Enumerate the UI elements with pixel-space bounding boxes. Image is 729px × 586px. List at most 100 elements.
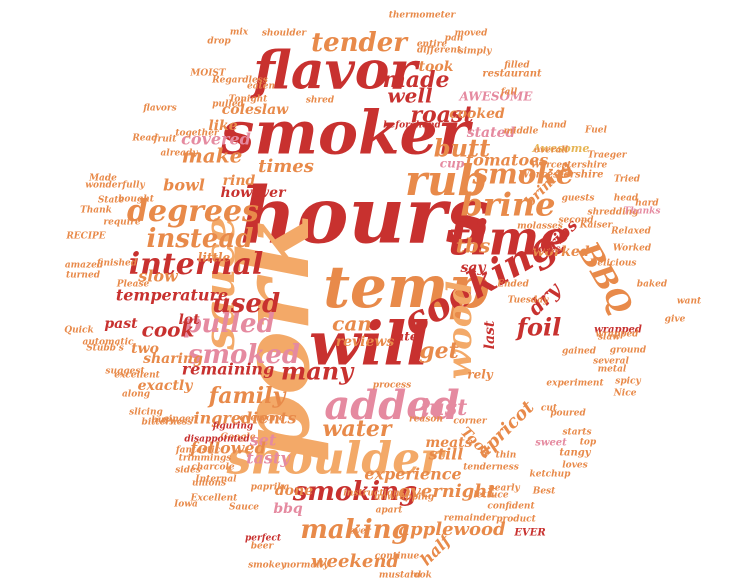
cloud-word: smoke [471, 158, 573, 191]
cloud-word: experiment [546, 379, 604, 389]
cloud-word: made [383, 67, 450, 93]
cloud-word: normally [284, 561, 329, 571]
cloud-word: well [387, 84, 433, 108]
cloud-word: busy [151, 416, 175, 426]
cloud-word: Traeger [587, 151, 627, 161]
cloud-word: suggest [105, 367, 145, 377]
cloud-word: instructions [343, 489, 404, 499]
cloud-word: already [160, 149, 198, 159]
cloud-word: apart [376, 506, 404, 516]
cloud-word: different [417, 46, 462, 56]
cloud-word: bbq [273, 501, 303, 517]
cloud-word: unwrapping [374, 493, 434, 503]
cloud-word: molasses [517, 222, 563, 232]
cloud-word: will [309, 310, 429, 380]
cloud-word: pulled [183, 309, 275, 339]
cloud-word: covered [181, 130, 251, 149]
cloud-word: say [460, 260, 486, 276]
cloud-word: remainder [444, 514, 498, 524]
cloud-word: cook [142, 318, 195, 342]
cloud-word: wonderfully [85, 181, 145, 191]
cloud-word: remaining [182, 360, 275, 379]
cloud-word: guests [562, 194, 595, 204]
cloud-word: Excellent [190, 494, 239, 504]
cloud-word: rub [405, 156, 487, 205]
cloud-word: sauce [195, 216, 244, 351]
cloud-word: making [300, 515, 409, 545]
cloud-word: nearly [488, 484, 520, 494]
cloud-word: top [580, 438, 597, 448]
cloud-word: tenderness [463, 463, 519, 473]
cloud-word: perfect [245, 534, 282, 544]
cloud-word: instead [147, 224, 254, 254]
cloud-word: cooked [449, 106, 505, 122]
cloud-word: continue [375, 552, 420, 562]
cloud-word: tbs [456, 234, 490, 258]
cloud-word: temp [323, 253, 489, 321]
cloud-word: fruit [153, 135, 178, 145]
cloud-word: degrees [127, 194, 259, 229]
cloud-word: flavor [249, 41, 420, 102]
cloud-word: brine [460, 186, 555, 224]
cloud-word: last [482, 320, 498, 349]
cloud-word: set [249, 431, 277, 450]
cloud-word: Please [116, 280, 150, 290]
cloud-word: paprika [251, 483, 290, 493]
cloud-word: done [275, 483, 313, 499]
cloud-word: slicing [129, 408, 163, 418]
cloud-word: took [419, 59, 454, 75]
cloud-word: two [131, 341, 159, 357]
cloud-word: overnight [398, 481, 496, 502]
cloud-word: corner [453, 417, 487, 427]
cloud-word: together [175, 129, 220, 139]
cloud-word: however [221, 185, 288, 201]
cloud-word: Worcestershire [518, 170, 603, 181]
cloud-word: can [332, 312, 372, 336]
cloud-word: slow [137, 267, 179, 286]
cloud-word: Sauce [229, 503, 259, 513]
cloud-word: Google [220, 433, 255, 443]
cloud-word: lot [178, 312, 200, 328]
cloud-word: RECIPE [65, 232, 105, 242]
cloud-word: smoked [187, 340, 300, 370]
cloud-word: bitterness [142, 418, 193, 428]
cloud-word: ketchup [530, 470, 572, 480]
cloud-word: lettuce [473, 491, 508, 501]
cloud-word: Iowa [173, 500, 198, 510]
cloud-word: drop [207, 37, 231, 47]
cloud-word: Stubb's [86, 344, 124, 354]
cloud-word: rely [467, 368, 494, 382]
cloud-word: ever [349, 527, 372, 537]
cloud-word: sides [175, 466, 201, 476]
cloud-word: still [428, 445, 464, 464]
cloud-word: overall [534, 146, 569, 156]
cloud-word: shredding [588, 208, 639, 218]
cloud-word: Thank [80, 206, 112, 216]
cloud-word: figuring [212, 422, 253, 432]
cloud-word: shred [306, 96, 335, 106]
cloud-word: turned [66, 271, 101, 281]
cloud-word: exactly [138, 378, 194, 394]
cloud-word: Read [131, 134, 158, 144]
cloud-word: State [98, 196, 125, 206]
cloud-word: get [419, 338, 459, 364]
cloud-word: Delicious [589, 259, 637, 269]
cloud-word: middle [504, 127, 539, 137]
cloud-word: cloves [530, 245, 561, 255]
cloud-word: pan [445, 34, 464, 44]
cloud-word: tender [311, 28, 409, 58]
cloud-word: starts [562, 428, 591, 438]
cloud-word: make [182, 144, 243, 168]
cloud-word: followed [189, 439, 266, 458]
cloud-word: restaurant [482, 69, 542, 80]
cloud-word: ate [397, 330, 418, 344]
cloud-word: Made [88, 174, 117, 184]
cloud-word: want [677, 297, 702, 307]
cloud-word: smoking [292, 477, 417, 507]
cloud-word: Tonight [229, 95, 268, 105]
cloud-word: disappointed [184, 435, 250, 445]
cloud-word: smoker [220, 99, 474, 169]
cloud-word: unions [192, 479, 226, 489]
cloud-word: roast [410, 102, 473, 128]
cloud-word: internal [129, 247, 264, 282]
